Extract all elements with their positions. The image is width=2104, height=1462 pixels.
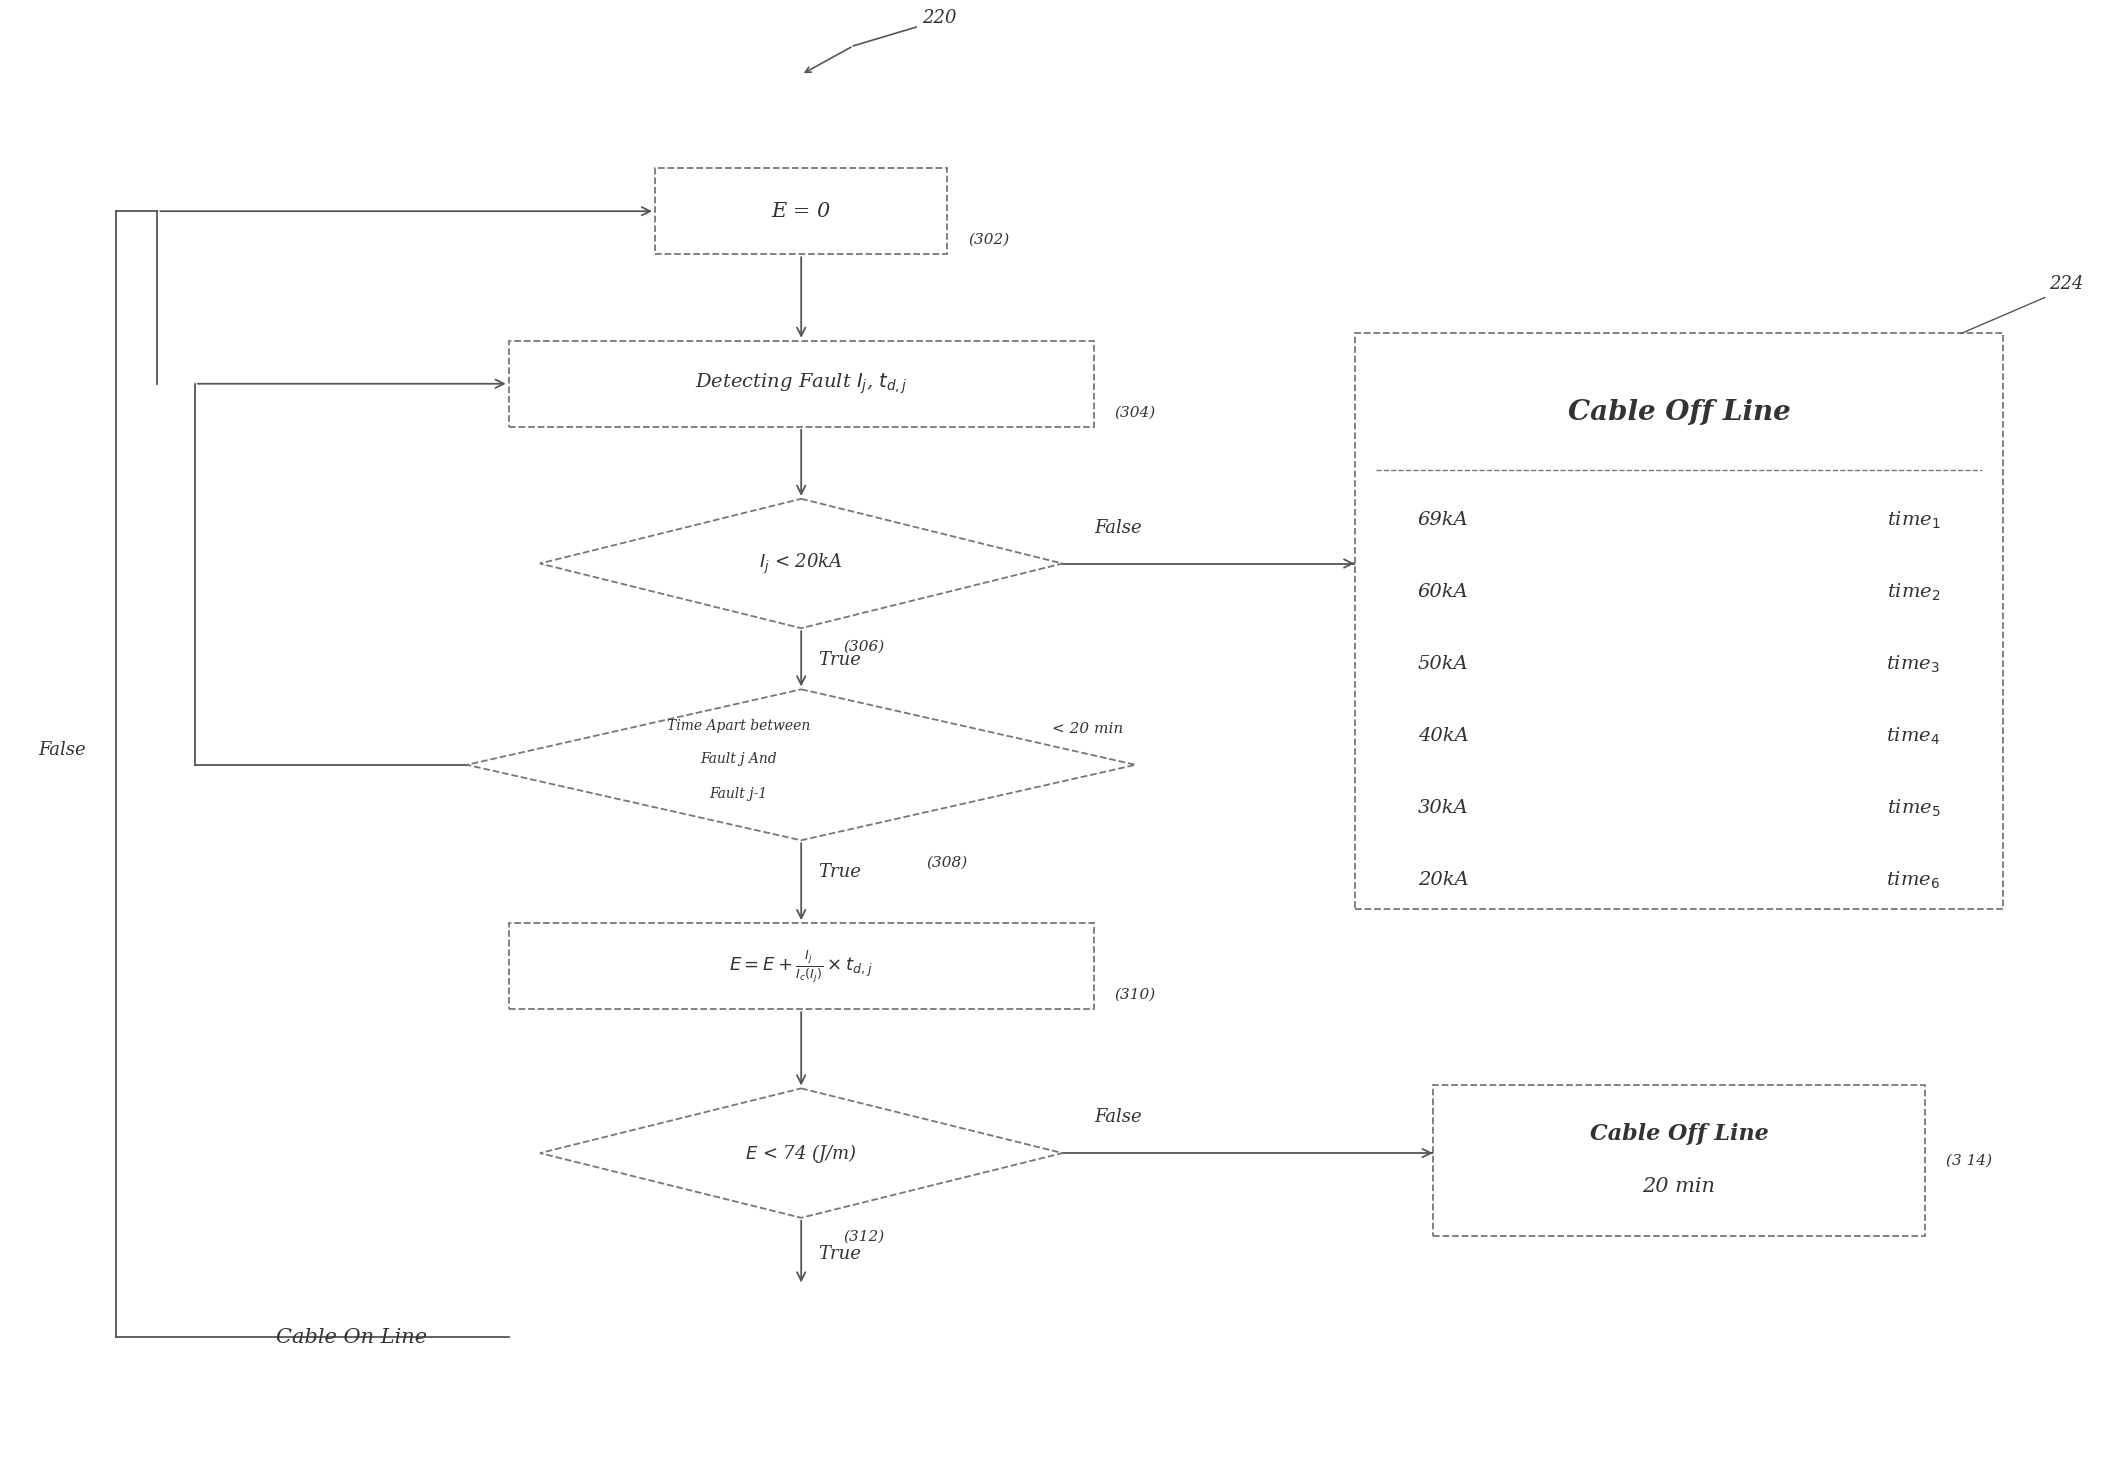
Text: time$_3$: time$_3$ — [1887, 654, 1940, 675]
Text: 30kA: 30kA — [1418, 798, 1469, 817]
Text: $I_j$ < 20kA: $I_j$ < 20kA — [760, 551, 844, 576]
Text: time$_4$: time$_4$ — [1885, 725, 1940, 747]
Text: True: True — [818, 651, 861, 668]
Text: 40kA: 40kA — [1418, 727, 1469, 746]
Text: (312): (312) — [844, 1230, 884, 1244]
Bar — [654, 168, 947, 254]
Text: $E$ < 74 (J/m): $E$ < 74 (J/m) — [745, 1142, 856, 1165]
Text: 220: 220 — [922, 9, 957, 28]
Text: (306): (306) — [844, 640, 884, 654]
Text: Fault j-1: Fault j-1 — [709, 787, 768, 801]
Text: (310): (310) — [1115, 988, 1155, 1001]
Text: E = 0: E = 0 — [772, 202, 831, 221]
Text: time$_6$: time$_6$ — [1885, 870, 1940, 890]
Text: $E = E + \frac{I_j}{I_c(I_j)} \times t_{d,j}$: $E = E + \frac{I_j}{I_c(I_j)} \times t_{… — [730, 947, 873, 984]
Text: (302): (302) — [968, 232, 1010, 247]
Bar — [1433, 1085, 1925, 1235]
Text: < 20 min: < 20 min — [1052, 722, 1124, 735]
Text: time$_2$: time$_2$ — [1887, 582, 1940, 602]
Text: 20kA: 20kA — [1418, 871, 1469, 889]
Text: Detecting Fault $I_j$, $t_{d,j}$: Detecting Fault $I_j$, $t_{d,j}$ — [694, 371, 907, 396]
Text: Cable Off Line: Cable Off Line — [1567, 399, 1791, 425]
Polygon shape — [541, 499, 1063, 629]
Text: Time Apart between: Time Apart between — [667, 719, 810, 732]
Polygon shape — [467, 689, 1136, 841]
Text: Fault j And: Fault j And — [701, 751, 776, 766]
Text: 50kA: 50kA — [1418, 655, 1469, 673]
Text: Cable Off Line: Cable Off Line — [1591, 1123, 1767, 1145]
Polygon shape — [541, 1088, 1063, 1218]
Bar — [1355, 333, 2003, 908]
Text: False: False — [1094, 1108, 1142, 1126]
Text: time$_5$: time$_5$ — [1887, 797, 1940, 819]
Text: False: False — [1094, 519, 1142, 537]
Bar — [509, 341, 1094, 427]
Text: 60kA: 60kA — [1418, 583, 1469, 601]
Text: (3 14): (3 14) — [1946, 1154, 1992, 1167]
Text: (304): (304) — [1115, 405, 1155, 420]
Text: (308): (308) — [926, 855, 968, 870]
Text: 224: 224 — [2049, 275, 2083, 294]
Text: time$_1$: time$_1$ — [1887, 510, 1940, 531]
Text: True: True — [818, 863, 861, 882]
Text: 69kA: 69kA — [1418, 512, 1469, 529]
Bar — [509, 923, 1094, 1009]
Text: 20 min: 20 min — [1643, 1177, 1715, 1196]
Text: Cable On Line: Cable On Line — [276, 1327, 427, 1347]
Text: True: True — [818, 1244, 861, 1263]
Text: False: False — [38, 741, 86, 759]
